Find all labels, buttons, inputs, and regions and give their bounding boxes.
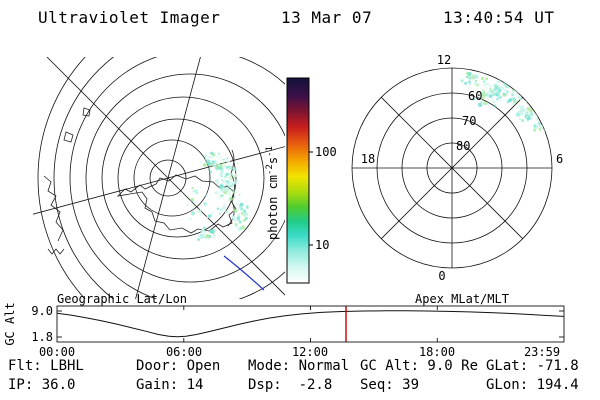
- mlt-label-0: 0: [438, 269, 445, 283]
- apex-panel: 12 18 6 0 60 70 80: [351, 53, 563, 283]
- observation-date: 13 Mar 07: [281, 8, 373, 27]
- mlat-ring-label-60: 60: [468, 89, 482, 103]
- colorbar-tick-label-100: 100: [315, 145, 337, 159]
- timeline-frame: [56, 305, 565, 343]
- coastlines: [43, 107, 237, 255]
- mlt-label-12: 12: [437, 53, 451, 67]
- app-title: Ultraviolet Imager: [38, 8, 221, 27]
- ytick-9: 9.0: [31, 304, 53, 318]
- xtick-1200: 12:00: [292, 345, 328, 359]
- aurora-dots-geographic: [186, 151, 249, 241]
- status-mode: Mode: Normal: [248, 358, 350, 374]
- apex-grid: [351, 67, 553, 269]
- mlat-ring-label-70: 70: [462, 114, 476, 128]
- timeline-ylabel: GC Alt: [3, 302, 17, 345]
- mlat-ring-label-80: 80: [456, 139, 470, 153]
- gc-alt-curve: [56, 310, 564, 338]
- xtick-0600: 06:00: [166, 345, 202, 359]
- status-gc-alt: GC Alt: 9.0 Re: [360, 358, 479, 374]
- status-dsp: Dsp: -2.8: [248, 377, 333, 393]
- geographic-panel-label: Geographic Lat/Lon: [57, 292, 187, 306]
- xtick-1800: 18:00: [419, 345, 455, 359]
- status-flt: Flt: LBHL: [8, 358, 84, 374]
- colorbar-tick-label-10: 10: [315, 238, 329, 252]
- status-gain: Gain: 14: [136, 377, 204, 393]
- xtick-2359: 23:59: [524, 345, 560, 359]
- terminator-line: [223, 255, 265, 291]
- mlt-label-18: 18: [361, 152, 375, 166]
- colorbar: photon cm-2s-1 100 10: [265, 77, 337, 284]
- status-glon: GLon: 194.4: [486, 377, 579, 393]
- mlt-label-6: 6: [556, 152, 563, 166]
- ytick-1-8: 1.8: [31, 330, 53, 344]
- status-glat: GLat: -71.8: [486, 358, 579, 374]
- timeline-ticks: [57, 306, 564, 342]
- geographic-panel: [33, 57, 285, 299]
- status-door: Door: Open: [136, 358, 221, 374]
- apex-panel-label: Apex MLat/MLT: [415, 292, 509, 306]
- status-seq: Seq: 39: [360, 377, 420, 393]
- colorbar-label: photon cm-2s-1: [265, 146, 280, 240]
- gc-alt-timeline: GC Alt 9.0 1.8 00:00 06:00 12:00 18:00 2…: [3, 302, 565, 359]
- colorbar-gradient: [286, 77, 310, 284]
- status-ip: IP: 36.0: [8, 377, 76, 393]
- observation-time: 13:40:54 UT: [443, 8, 555, 27]
- xtick-0000: 00:00: [39, 345, 75, 359]
